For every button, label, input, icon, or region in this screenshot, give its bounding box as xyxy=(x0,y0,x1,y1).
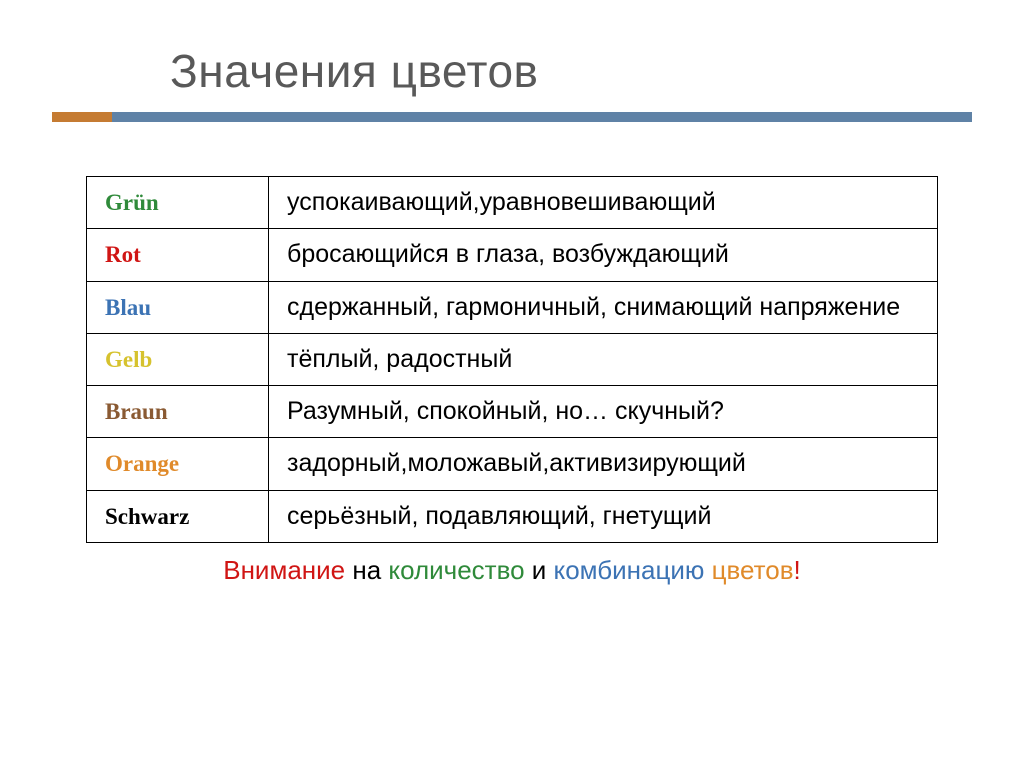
table-row: Rot бросающийся в глаза, возбуждающий xyxy=(87,229,938,281)
accent-bar-long xyxy=(112,112,972,122)
table-row: Schwarz серьёзный, подавляющий, гнетущий xyxy=(87,490,938,542)
slide-title: Значения цветов xyxy=(170,44,972,98)
color-name: Grün xyxy=(87,177,269,229)
slide: Значения цветов Grün успокаивающий,уравн… xyxy=(0,0,1024,768)
color-name: Braun xyxy=(87,386,269,438)
color-name: Orange xyxy=(87,438,269,490)
footnote-seg: количество xyxy=(388,555,531,585)
table-row: Orange задорный,моложавый,активизирующий xyxy=(87,438,938,490)
color-meaning: успокаивающий,уравновешивающий xyxy=(269,177,938,229)
color-meaning: бросающийся в глаза, возбуждающий xyxy=(269,229,938,281)
color-meaning: Разумный, спокойный, но… скучный? xyxy=(269,386,938,438)
footnote-seg: цветов xyxy=(712,555,794,585)
color-name: Gelb xyxy=(87,333,269,385)
color-name: Schwarz xyxy=(87,490,269,542)
table-row: Braun Разумный, спокойный, но… скучный? xyxy=(87,386,938,438)
color-meaning: тёплый, радостный xyxy=(269,333,938,385)
table-row: Blau сдержанный, гармоничный, снимающий … xyxy=(87,281,938,333)
color-meaning: сдержанный, гармоничный, снимающий напря… xyxy=(269,281,938,333)
footnote-seg: на xyxy=(352,555,388,585)
table-row: Grün успокаивающий,уравновешивающий xyxy=(87,177,938,229)
accent-bar xyxy=(52,112,972,122)
content-area: Grün успокаивающий,уравновешивающий Rot … xyxy=(86,176,938,586)
footnote-seg: комбинацию xyxy=(554,555,712,585)
table-row: Gelb тёплый, радостный xyxy=(87,333,938,385)
accent-bar-short xyxy=(52,112,112,122)
color-meaning: задорный,моложавый,активизирующий xyxy=(269,438,938,490)
footnote-seg: ! xyxy=(794,555,801,585)
title-block: Значения цветов xyxy=(52,44,972,122)
footnote: Внимание на количество и комбинацию цвет… xyxy=(86,555,938,586)
color-meaning: серьёзный, подавляющий, гнетущий xyxy=(269,490,938,542)
footnote-seg: Внимание xyxy=(223,555,352,585)
color-name: Rot xyxy=(87,229,269,281)
footnote-seg: и xyxy=(532,555,554,585)
colors-table: Grün успокаивающий,уравновешивающий Rot … xyxy=(86,176,938,543)
color-name: Blau xyxy=(87,281,269,333)
